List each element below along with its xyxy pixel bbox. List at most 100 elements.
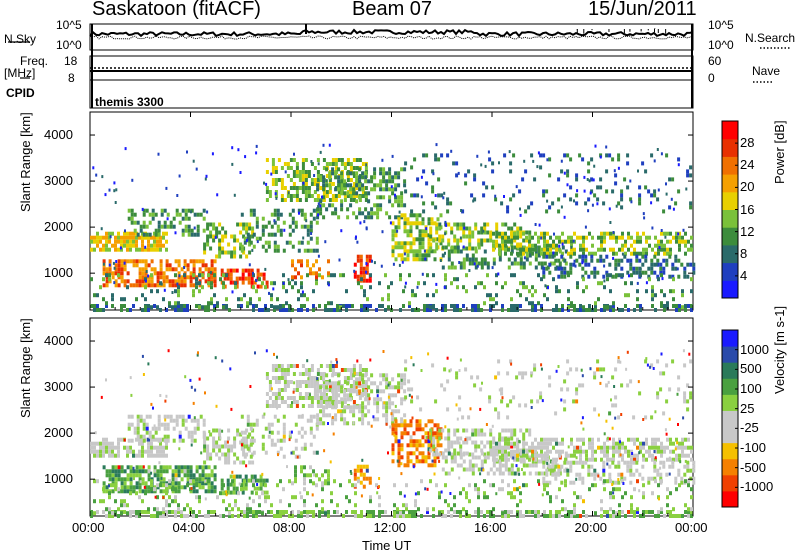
velocity-cell — [354, 491, 357, 496]
velocity-cell — [519, 448, 523, 453]
velocity-cell — [141, 449, 144, 454]
velocity-cell — [142, 438, 146, 443]
power-cell — [144, 285, 147, 290]
velocity-cell — [569, 367, 573, 372]
power-cell — [283, 228, 286, 232]
velocity-cell — [207, 481, 211, 486]
power-cell — [159, 235, 162, 240]
nsky-tick-top: 10^5 — [56, 18, 82, 32]
velocity-cell — [334, 413, 338, 418]
power-cell — [593, 266, 597, 271]
power-cell — [480, 226, 484, 231]
velocity-cell — [360, 510, 363, 514]
power-cell — [141, 239, 144, 244]
velocity-cell — [270, 442, 274, 447]
power-cell — [334, 162, 338, 166]
power-cell — [633, 239, 636, 244]
power-cell — [683, 266, 687, 271]
power-cell — [566, 270, 570, 275]
power-cell — [612, 235, 615, 240]
power-cell — [404, 161, 408, 166]
power-cell — [412, 237, 416, 242]
power-cell — [117, 231, 120, 236]
velocity-cell — [334, 385, 338, 390]
power-cell — [365, 163, 368, 167]
velocity-cell — [168, 465, 172, 470]
power-cell — [306, 263, 309, 268]
power-cell — [306, 232, 310, 237]
power-cell — [240, 304, 243, 308]
velocity-cell — [388, 401, 392, 406]
power-cell — [617, 201, 621, 206]
power-cell — [403, 167, 407, 172]
power-cell — [300, 212, 304, 217]
power-cell — [355, 175, 359, 180]
velocity-cell — [483, 455, 487, 460]
velocity-cell — [378, 495, 381, 500]
power-cell — [540, 261, 544, 266]
velocity-cell — [189, 479, 192, 484]
power-cell — [244, 276, 248, 281]
power-cell — [540, 236, 543, 240]
velocity-cell — [159, 469, 163, 474]
power-cell — [561, 251, 564, 256]
velocity-cell — [294, 473, 297, 478]
power-cell — [141, 243, 144, 248]
velocity-cell — [356, 476, 360, 481]
velocity-cell — [307, 376, 311, 380]
velocity-cell — [501, 479, 504, 484]
power-cell — [674, 266, 678, 271]
velocity-cell — [138, 495, 141, 500]
power-cell — [388, 215, 392, 220]
velocity-cell — [632, 460, 636, 465]
velocity-cell — [102, 465, 106, 470]
velocity-cell — [154, 426, 158, 431]
velocity-cell — [99, 445, 102, 450]
power-cell — [480, 261, 484, 266]
power-cell — [510, 231, 513, 236]
power-cell — [611, 189, 615, 194]
velocity-cell — [376, 385, 380, 390]
velocity-cell — [364, 397, 368, 402]
velocity-cell — [358, 381, 362, 386]
velocity-cell — [563, 460, 567, 465]
power-cell — [567, 308, 570, 312]
velocity-cell — [190, 418, 194, 423]
velocity-cell — [300, 434, 304, 439]
power-cell — [450, 245, 454, 250]
velocity-cell — [614, 464, 618, 469]
power-cell — [130, 212, 134, 217]
power-cell — [636, 297, 639, 302]
power-cell — [575, 193, 579, 198]
velocity-cell — [629, 480, 633, 485]
power-cell — [403, 217, 407, 222]
velocity-cell — [352, 389, 356, 394]
power-cell — [289, 186, 293, 190]
power-cell — [276, 248, 280, 253]
velocity-cell — [402, 514, 405, 518]
power-cell — [343, 186, 347, 190]
velocity-cell — [114, 487, 117, 492]
velocity-cell — [675, 514, 678, 518]
power-cell — [322, 158, 326, 162]
cpid-strip-frame — [89, 79, 694, 109]
velocity-cell — [367, 421, 371, 426]
power-cell — [132, 283, 136, 288]
velocity-cell — [359, 468, 363, 473]
velocity-cell — [430, 463, 434, 468]
power-cell — [153, 247, 156, 252]
power-cell — [504, 247, 507, 252]
power-cell — [570, 251, 573, 256]
power-cell — [201, 273, 204, 278]
power-cell — [190, 208, 194, 213]
velocity-cell — [450, 440, 454, 445]
velocity-cell — [421, 427, 425, 432]
power-cell — [509, 161, 513, 166]
power-cell — [187, 216, 191, 221]
power-cell — [340, 182, 344, 186]
velocity-cell — [262, 478, 266, 483]
power-cell — [292, 182, 296, 186]
power-cell — [480, 265, 484, 270]
velocity-cell — [147, 489, 151, 494]
velocity-cell — [575, 460, 579, 465]
